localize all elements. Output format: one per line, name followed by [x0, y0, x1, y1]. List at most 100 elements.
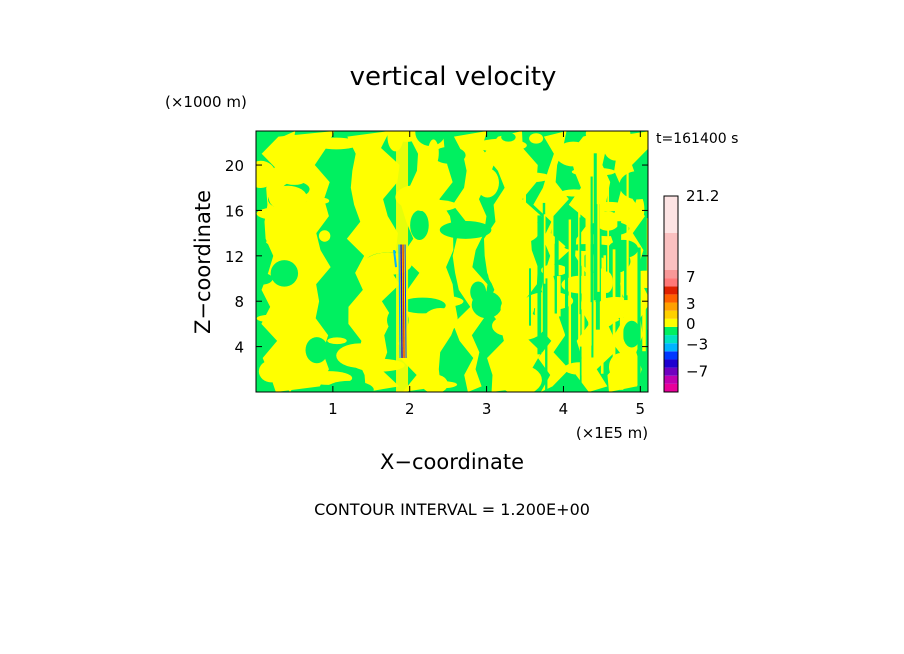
- field-blob: [540, 264, 568, 276]
- colorbar-segment: [664, 233, 678, 270]
- y-tick-label: 20: [225, 157, 244, 175]
- y-axis-label: Z−coordinate: [191, 190, 215, 334]
- field-streak: [578, 209, 581, 345]
- colorbar-label: −3: [686, 336, 708, 354]
- field-blob: [327, 337, 347, 345]
- x-tick-label: 3: [482, 400, 492, 418]
- colorbar-label: 7: [686, 268, 696, 286]
- field-blob: [510, 172, 551, 183]
- x-tick-label: 4: [559, 400, 569, 418]
- field-streak: [603, 255, 606, 319]
- field-blob: [622, 270, 648, 288]
- field-blob: [313, 137, 360, 150]
- field-blob: [309, 197, 330, 205]
- core-streak: [404, 244, 407, 358]
- field-blob: [325, 380, 374, 392]
- y-axis: 4 8 12 16 20: [225, 157, 648, 357]
- field-blob: [428, 139, 439, 167]
- colorbar-segment: [664, 270, 678, 279]
- field-streak: [600, 268, 604, 374]
- colorbar-segment: [664, 359, 678, 368]
- contour-interval-note: CONTOUR INTERVAL = 1.200E+00: [314, 500, 590, 519]
- field-blob: [619, 171, 648, 200]
- plot-frame: [255, 130, 649, 393]
- core-streak: [393, 250, 398, 268]
- field-blob: [439, 220, 492, 239]
- colorbar-segment: [664, 343, 678, 352]
- field-blob: [256, 273, 273, 285]
- field-streak: [626, 150, 629, 296]
- core-streak: [398, 244, 401, 358]
- field-blob: [292, 355, 310, 377]
- field-streak: [607, 183, 610, 288]
- y-unit-label: (×1000 m): [165, 93, 247, 111]
- field-blob: [318, 230, 331, 242]
- field-blob: [525, 291, 574, 311]
- field-blob: [266, 238, 304, 247]
- colorbar-segment: [664, 302, 678, 311]
- field-streak: [581, 254, 585, 376]
- x-axis: 1 2 3 4 5: [328, 131, 645, 418]
- field-blob: [571, 167, 616, 177]
- field-streak: [617, 221, 622, 283]
- field-blob: [268, 185, 308, 211]
- field-blob: [305, 337, 329, 364]
- colorbar: 21.2 7 3 0 −3 −7: [663, 187, 719, 393]
- field-streak: [537, 215, 542, 355]
- field-streak: [637, 247, 641, 385]
- x-tick-label: 5: [636, 400, 646, 418]
- field-blob: [256, 314, 282, 323]
- field-blob: [258, 360, 284, 383]
- colorbar-segment: [664, 367, 678, 376]
- colorbar-segment: [664, 196, 678, 233]
- field-blob: [529, 133, 544, 144]
- colorbar-segment: [664, 278, 678, 287]
- field-blob: [470, 281, 487, 303]
- updraft-core: [393, 131, 409, 392]
- field-streak: [579, 346, 582, 384]
- field-streak: [568, 219, 572, 366]
- field-blob: [376, 208, 388, 230]
- field-streak: [642, 309, 646, 352]
- x-tick-label: 2: [405, 400, 415, 418]
- field-streak: [554, 231, 559, 301]
- field-blob: [585, 131, 631, 146]
- y-tick-label: 16: [225, 202, 244, 220]
- colorbar-segment: [664, 294, 678, 303]
- field-blob: [305, 371, 353, 385]
- field-streak: [564, 256, 569, 339]
- field-blob: [592, 201, 627, 212]
- field-blob: [270, 260, 299, 287]
- field-streak: [597, 173, 600, 292]
- field-blob: [498, 215, 540, 244]
- field-blob: [422, 308, 458, 334]
- field-streak: [528, 268, 532, 326]
- time-label: t=161400 s: [656, 131, 738, 147]
- field-blob: [433, 146, 466, 164]
- field-blob: [497, 246, 527, 267]
- field-blob: [498, 271, 518, 282]
- colorbar-segment: [664, 375, 678, 384]
- chart-title: vertical velocity: [350, 62, 557, 92]
- positive-velocity-regions: [256, 131, 648, 392]
- field-streak: [619, 297, 624, 390]
- field-streak: [511, 260, 514, 297]
- field-blob: [560, 189, 588, 197]
- y-tick-label: 8: [234, 293, 244, 311]
- field-streak: [556, 276, 561, 317]
- colorbar-label: 21.2: [686, 187, 719, 205]
- field-streak: [551, 187, 554, 282]
- field-blob: [622, 320, 641, 348]
- field-blob: [336, 343, 383, 368]
- field-streak: [543, 214, 546, 284]
- field-streak: [598, 234, 602, 298]
- core-band: [396, 131, 409, 392]
- field-blob: [415, 131, 446, 146]
- field-streak: [624, 252, 628, 301]
- colorbar-segment: [664, 310, 678, 319]
- field-streak: [588, 207, 591, 342]
- colorbar-label: 0: [686, 315, 696, 333]
- x-axis-label: X−coordinate: [380, 450, 524, 474]
- field-streak: [646, 218, 648, 286]
